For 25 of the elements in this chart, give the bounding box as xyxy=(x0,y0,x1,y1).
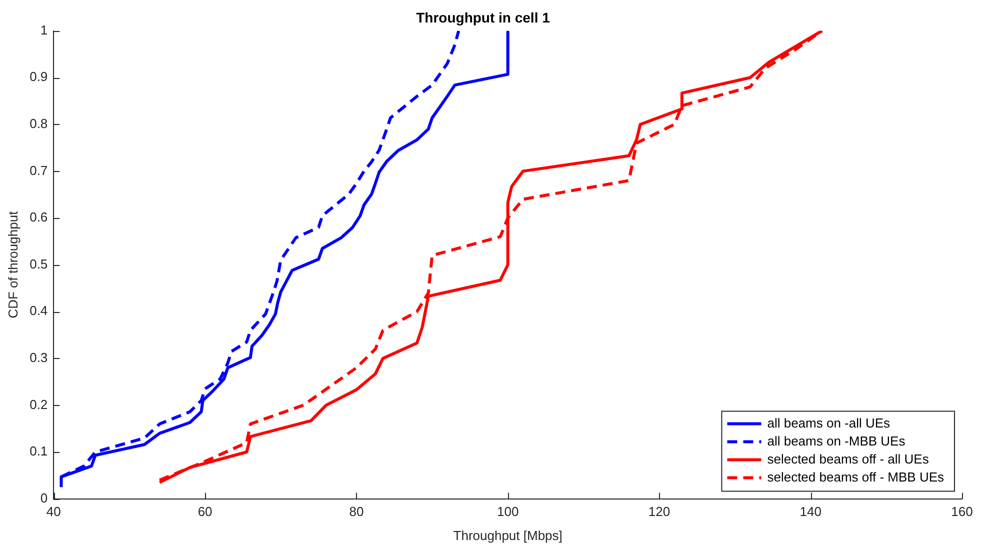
legend-label: selected beams off - MBB UEs xyxy=(767,469,944,484)
x-tick-label: 100 xyxy=(496,504,519,520)
y-tick-label: 0.4 xyxy=(30,303,48,318)
x-axis-title: Throughput [Mbps] xyxy=(453,528,562,543)
legend-label: all beams on -all UEs xyxy=(767,415,891,430)
y-tick-label: 0.2 xyxy=(30,396,48,412)
y-tick-label: 0.3 xyxy=(30,350,48,365)
y-tick-label: 0.9 xyxy=(30,69,48,84)
x-tick-label: 60 xyxy=(198,504,212,520)
y-tick-label: 1 xyxy=(40,22,48,38)
y-axis-title: CDF of throughput xyxy=(5,210,20,318)
legend-label: selected beams off - all UEs xyxy=(767,451,930,466)
x-tick-label: 160 xyxy=(951,504,973,520)
x-tick-label: 120 xyxy=(648,504,670,520)
x-tick-label: 40 xyxy=(46,504,61,520)
y-tick-label: 0.5 xyxy=(30,256,48,272)
y-tick-label: 0.7 xyxy=(30,162,48,178)
chart-title: Throughput in cell 1 xyxy=(416,9,550,26)
x-tick-label: 140 xyxy=(800,504,822,520)
legend-label: all beams on -MBB UEs xyxy=(767,433,906,448)
y-tick-label: 0 xyxy=(40,490,48,506)
y-tick-label: 0.1 xyxy=(30,444,48,459)
y-tick-label: 0.8 xyxy=(30,116,48,131)
y-tick-label: 0.6 xyxy=(30,210,48,225)
x-tick-label: 80 xyxy=(349,504,364,520)
